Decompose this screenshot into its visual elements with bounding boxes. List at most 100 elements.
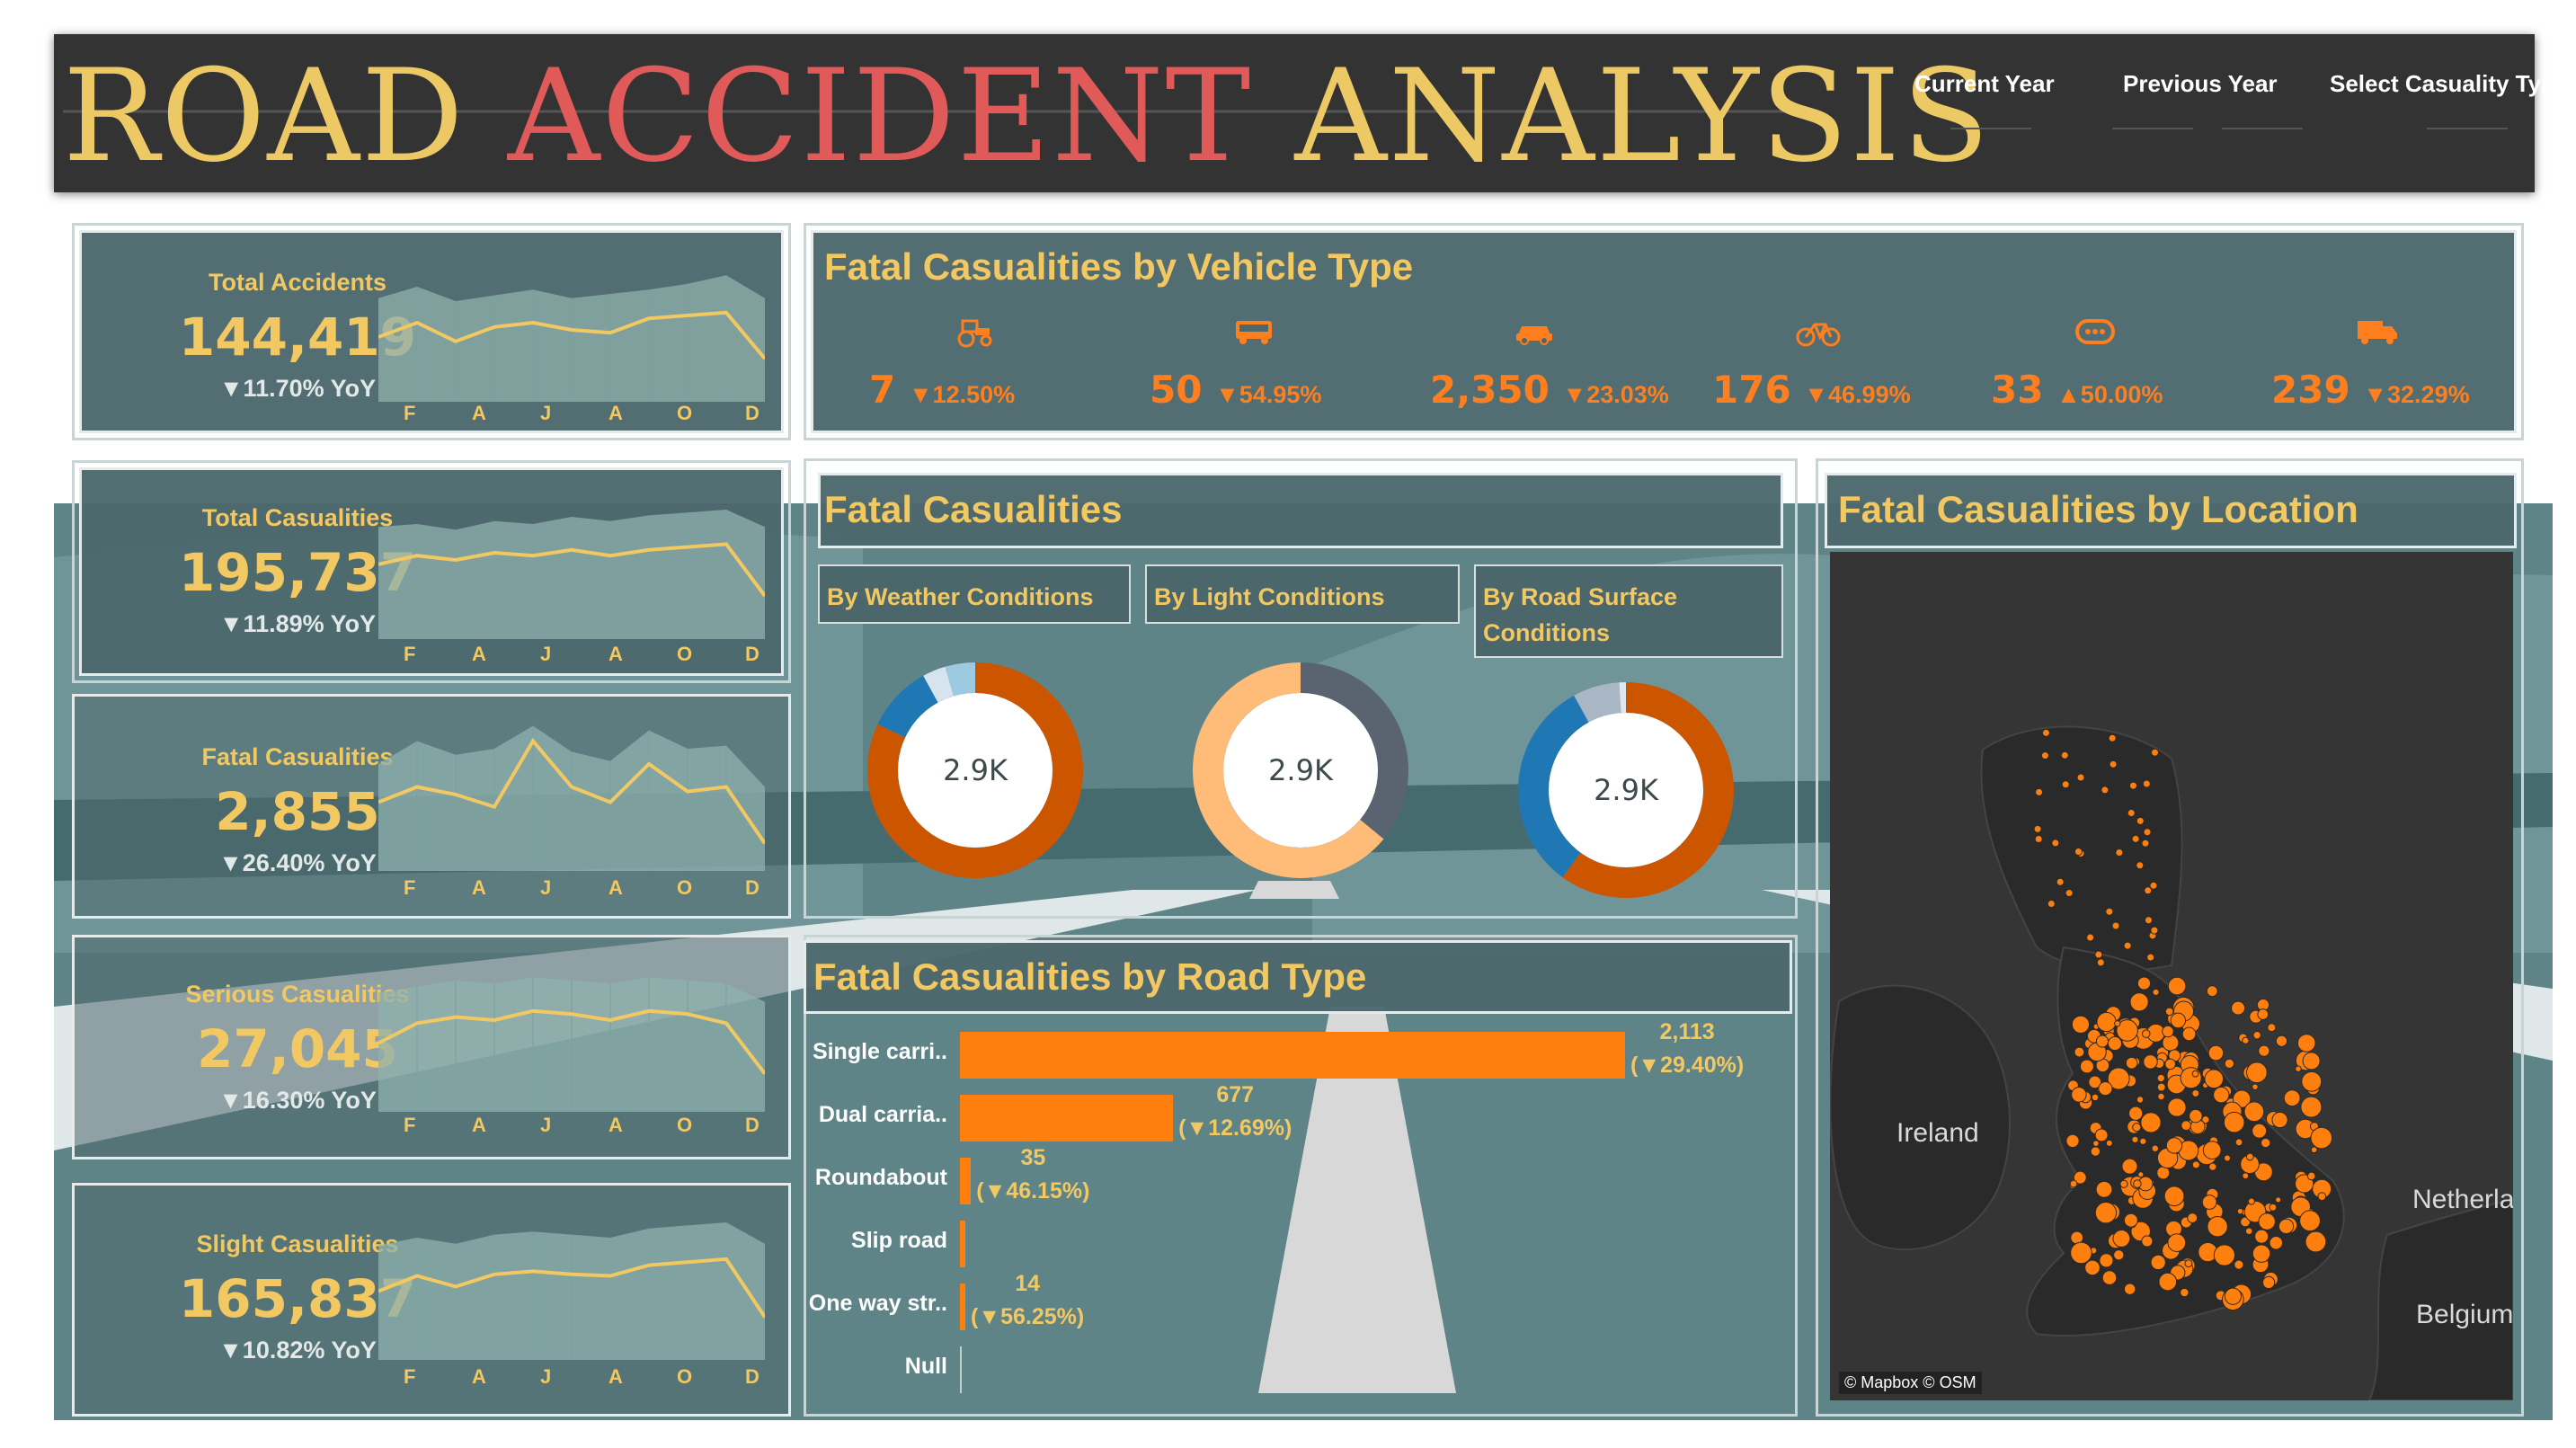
accident-point[interactable]: [2095, 1035, 2110, 1048]
accident-point[interactable]: [2095, 1180, 2113, 1198]
accident-point[interactable]: [2300, 1096, 2323, 1118]
accident-point[interactable]: [2114, 1020, 2121, 1027]
accident-point[interactable]: [2252, 1083, 2259, 1090]
accident-point[interactable]: [2137, 1171, 2145, 1178]
accident-point[interactable]: [2156, 1082, 2166, 1092]
donut-slice[interactable]: [1193, 662, 1384, 878]
accident-point[interactable]: [2245, 1062, 2268, 1084]
accident-point[interactable]: [2267, 1023, 2277, 1033]
accident-point[interactable]: [2306, 1171, 2316, 1181]
accident-point[interactable]: [2151, 1144, 2160, 1152]
accident-point[interactable]: [2261, 1137, 2271, 1149]
road-type-bar[interactable]: [960, 1346, 962, 1393]
accident-point[interactable]: [2206, 985, 2218, 998]
accident-point[interactable]: [2213, 1087, 2230, 1104]
accident-point[interactable]: [2223, 1111, 2245, 1133]
tab-weather-conditions[interactable]: By Weather Conditions: [818, 564, 1131, 624]
accident-point[interactable]: [2207, 1215, 2228, 1238]
accident-point[interactable]: [2269, 1203, 2278, 1212]
accident-point[interactable]: [2302, 1052, 2321, 1070]
accident-point[interactable]: [2115, 848, 2124, 857]
accident-point[interactable]: [2131, 1135, 2139, 1143]
accident-point[interactable]: [2141, 1029, 2151, 1038]
accident-point[interactable]: [2127, 809, 2136, 818]
accident-point[interactable]: [2094, 1202, 2118, 1224]
accident-point[interactable]: [2275, 1035, 2288, 1047]
accident-point[interactable]: [2033, 824, 2042, 833]
accident-point[interactable]: [2061, 780, 2070, 789]
accident-point[interactable]: [2164, 1007, 2174, 1017]
kpi-card-total-accidents[interactable]: Total Accidents 144,419 ▼11.70% YoY F A J A…: [79, 230, 784, 433]
accident-point[interactable]: [2113, 1249, 2125, 1261]
accident-point[interactable]: [2167, 1233, 2187, 1252]
map-attribution[interactable]: © Mapbox © OSM: [1839, 1372, 1982, 1394]
accident-point[interactable]: [2224, 1058, 2234, 1069]
accident-point[interactable]: [2079, 1059, 2094, 1074]
accident-point[interactable]: [2167, 976, 2187, 996]
accident-point[interactable]: [2150, 926, 2159, 935]
accident-point[interactable]: [2245, 1152, 2254, 1161]
accident-point[interactable]: [2060, 751, 2069, 760]
accident-point[interactable]: [2125, 1056, 2138, 1070]
accident-point[interactable]: [2157, 1092, 2165, 1101]
accident-point[interactable]: [2065, 1133, 2080, 1149]
accident-point[interactable]: [2252, 1244, 2271, 1263]
donut-slice[interactable]: [1301, 662, 1408, 839]
accident-point[interactable]: [2254, 1229, 2270, 1244]
accident-point[interactable]: [2056, 877, 2065, 886]
accident-point[interactable]: [2163, 1186, 2185, 1207]
accident-point[interactable]: [2242, 1036, 2250, 1044]
kpi-card-fatal-casualities[interactable]: Fatal Casualities 2,855 ▼26.40% YoY F A J A…: [72, 694, 791, 919]
accident-point[interactable]: [2112, 1230, 2131, 1248]
accident-point[interactable]: [2040, 751, 2049, 760]
accident-point[interactable]: [2213, 1244, 2235, 1266]
accident-point[interactable]: [2136, 976, 2152, 991]
accident-point[interactable]: [2156, 1073, 2165, 1083]
accident-point[interactable]: [2224, 1154, 2231, 1162]
accident-point[interactable]: [2051, 839, 2060, 848]
accident-point[interactable]: [2191, 1088, 2200, 1097]
accident-point[interactable]: [2305, 1230, 2327, 1253]
accident-point[interactable]: [2231, 1000, 2246, 1016]
accident-point[interactable]: [2074, 1046, 2085, 1058]
accident-point[interactable]: [2128, 1106, 2144, 1121]
accident-point[interactable]: [2180, 1287, 2190, 1298]
accident-point[interactable]: [2099, 1253, 2114, 1268]
donut-slice[interactable]: [923, 666, 955, 703]
accident-point[interactable]: [2191, 1070, 2199, 1078]
accident-point[interactable]: [2047, 899, 2056, 908]
accident-point[interactable]: [2132, 1123, 2142, 1133]
accident-point[interactable]: [2084, 1259, 2101, 1276]
accident-point[interactable]: [2146, 953, 2155, 962]
accident-point[interactable]: [2129, 992, 2149, 1012]
accident-point[interactable]: [2149, 881, 2158, 890]
accident-point[interactable]: [2107, 1067, 2130, 1090]
accident-point[interactable]: [2143, 828, 2152, 837]
accident-point[interactable]: [2236, 1207, 2244, 1215]
accident-point[interactable]: [2275, 1196, 2282, 1204]
kpi-card-serious-casualities[interactable]: Serious Casualities 27,045 ▼16.30% YoY F…: [72, 935, 791, 1159]
accident-point[interactable]: [2258, 1044, 2270, 1057]
accident-point[interactable]: [2164, 1058, 2176, 1070]
accident-point[interactable]: [2181, 1120, 2192, 1132]
accident-point[interactable]: [2096, 958, 2105, 967]
filter-previous-year[interactable]: Previous Year: [2094, 34, 2303, 192]
accident-point[interactable]: [2162, 1025, 2174, 1038]
accident-point[interactable]: [2123, 1283, 2136, 1295]
accident-point[interactable]: [2184, 1259, 2193, 1268]
kpi-card-total-casualities[interactable]: Total Casualities 195,737 ▼11.89% YoY F A…: [79, 467, 784, 676]
accident-point[interactable]: [2073, 1170, 2087, 1185]
accident-point[interactable]: [2140, 1112, 2162, 1133]
accident-point[interactable]: [2269, 1235, 2284, 1250]
accident-point[interactable]: [2165, 1137, 2183, 1154]
accident-point[interactable]: [2202, 1141, 2222, 1159]
accident-point[interactable]: [2096, 1011, 2117, 1033]
accident-point[interactable]: [2271, 1111, 2288, 1129]
donut-slice[interactable]: [1574, 682, 1621, 723]
accident-point[interactable]: [2105, 907, 2114, 916]
accident-point[interactable]: [2076, 773, 2085, 782]
accident-point[interactable]: [2299, 1210, 2321, 1232]
accident-point[interactable]: [2158, 1272, 2178, 1292]
accident-point[interactable]: [2144, 886, 2153, 895]
tab-light-conditions[interactable]: By Light Conditions: [1145, 564, 1460, 624]
